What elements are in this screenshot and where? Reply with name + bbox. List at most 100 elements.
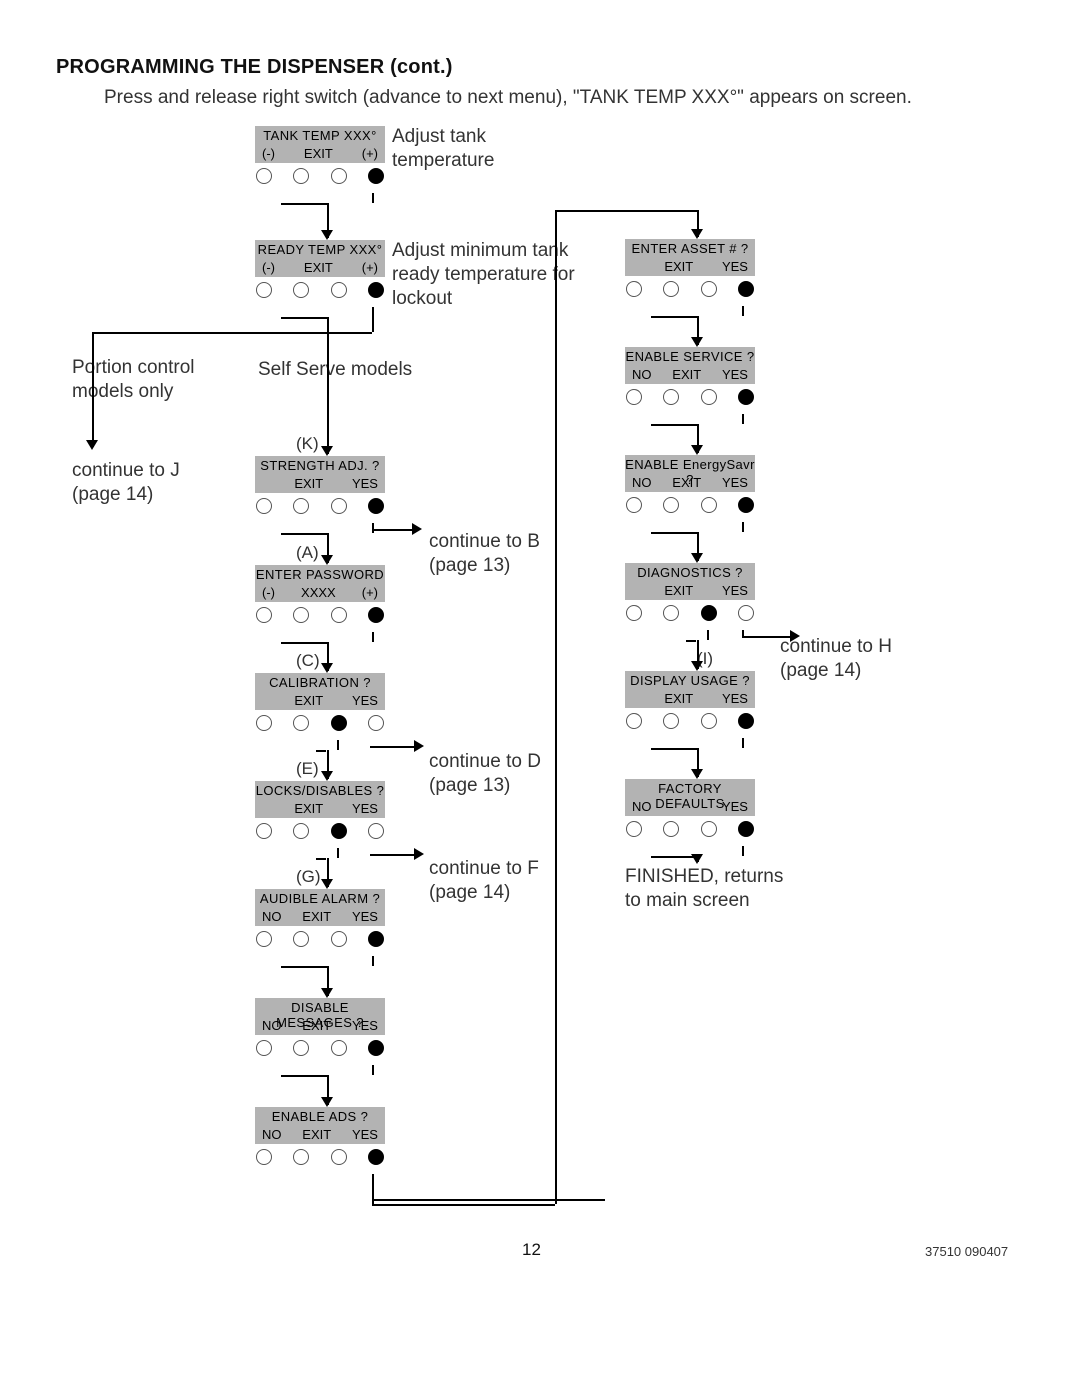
display-unit-strength: STRENGTH ADJ. ? EXITYES (255, 456, 385, 493)
display-options: EXITYES (625, 259, 755, 274)
flow-step-letter: (E) (296, 759, 319, 779)
display-button-4[interactable] (738, 821, 754, 837)
display-button-3[interactable] (331, 168, 347, 184)
display-button-1[interactable] (256, 498, 272, 514)
display-button-3[interactable] (331, 1040, 347, 1056)
description-text: FINISHED, returnsto main screen (625, 865, 783, 913)
display-button-3[interactable] (331, 715, 347, 731)
display-button-2[interactable] (663, 605, 679, 621)
display-button-1[interactable] (626, 605, 642, 621)
display-button-1[interactable] (626, 389, 642, 405)
display-button-2[interactable] (663, 497, 679, 513)
flow-step-letter: (C) (296, 651, 320, 671)
display-button-1[interactable] (256, 931, 272, 947)
display-button-2[interactable] (293, 498, 309, 514)
display-button-2[interactable] (293, 1040, 309, 1056)
display-button-2[interactable] (293, 1149, 309, 1165)
display-button-2[interactable] (663, 281, 679, 297)
display-button-1[interactable] (626, 497, 642, 513)
display-line1: ENTER PASSWORD (255, 567, 385, 582)
display-button-2[interactable] (663, 389, 679, 405)
display-button-4[interactable] (368, 498, 384, 514)
display-button-2[interactable] (663, 821, 679, 837)
display-unit-usage: DISPLAY USAGE ? EXITYES (625, 671, 755, 708)
display-unit-ready-temp: READY TEMP XXX°(-)EXIT(+) (255, 240, 385, 277)
display-button-4[interactable] (738, 389, 754, 405)
display-line1: CALIBRATION ? (255, 675, 385, 690)
description-text: Adjust minimum tankready temperature for… (392, 239, 575, 310)
display-button-4[interactable] (738, 713, 754, 729)
display-line1: DIAGNOSTICS ? (625, 565, 755, 580)
display-button-1[interactable] (256, 1149, 272, 1165)
display-line1: STRENGTH ADJ. ? (255, 458, 385, 473)
display-button-4[interactable] (368, 607, 384, 623)
display-button-4[interactable] (368, 1149, 384, 1165)
display-unit-factory: FACTORY DEFAULTSNO YES (625, 779, 755, 816)
display-button-4[interactable] (368, 168, 384, 184)
display-button-3[interactable] (331, 931, 347, 947)
page-title: PROGRAMMING THE DISPENSER (cont.) (56, 56, 453, 79)
display-options: NOEXITYES (625, 367, 755, 382)
display-button-1[interactable] (626, 821, 642, 837)
display-button-1[interactable] (256, 607, 272, 623)
display-button-3[interactable] (701, 821, 717, 837)
description-text: Adjust tanktemperature (392, 125, 494, 173)
display-button-3[interactable] (331, 282, 347, 298)
display-button-1[interactable] (626, 713, 642, 729)
display-button-1[interactable] (256, 168, 272, 184)
display-button-1[interactable] (626, 281, 642, 297)
display-button-4[interactable] (368, 823, 384, 839)
description-text: continue to H(page 14) (780, 635, 892, 683)
display-button-2[interactable] (293, 823, 309, 839)
display-button-2[interactable] (293, 607, 309, 623)
display-line1: ENABLE ADS ? (255, 1109, 385, 1124)
display-button-3[interactable] (701, 281, 717, 297)
display-options: EXITYES (625, 583, 755, 598)
display-button-2[interactable] (663, 713, 679, 729)
display-options: EXITYES (625, 691, 755, 706)
display-unit-asset: ENTER ASSET # ? EXITYES (625, 239, 755, 276)
display-button-1[interactable] (256, 1040, 272, 1056)
display-button-3[interactable] (701, 497, 717, 513)
display-button-1[interactable] (256, 715, 272, 731)
display-button-4[interactable] (738, 497, 754, 513)
display-options: NOEXITYES (625, 475, 755, 490)
display-button-3[interactable] (701, 389, 717, 405)
display-line1: ENABLE SERVICE ? (625, 349, 755, 364)
display-button-3[interactable] (331, 823, 347, 839)
display-button-2[interactable] (293, 282, 309, 298)
display-options: (-)EXIT(+) (255, 146, 385, 161)
display-unit-alarm: AUDIBLE ALARM ?NOEXITYES (255, 889, 385, 926)
display-button-3[interactable] (331, 1149, 347, 1165)
display-button-4[interactable] (368, 282, 384, 298)
display-button-3[interactable] (701, 605, 717, 621)
display-button-2[interactable] (293, 715, 309, 731)
display-button-4[interactable] (738, 281, 754, 297)
display-unit-messages: DISABLE MESSAGES ?NOEXITYES (255, 998, 385, 1035)
display-line1: LOCKS/DISABLES ? (255, 783, 385, 798)
page-number: 12 (522, 1240, 541, 1260)
display-options: (-)XXXX(+) (255, 585, 385, 600)
display-options: EXITYES (255, 476, 385, 491)
display-unit-energysavr: ENABLE EnergySavr ?NOEXITYES (625, 455, 755, 492)
display-button-1[interactable] (256, 823, 272, 839)
display-button-4[interactable] (368, 1040, 384, 1056)
display-button-3[interactable] (331, 607, 347, 623)
display-options: EXITYES (255, 693, 385, 708)
display-options: NO YES (625, 799, 755, 814)
display-unit-tank-temp: TANK TEMP XXX°(-)EXIT(+) (255, 126, 385, 163)
footer-code: 37510 090407 (925, 1244, 1008, 1259)
display-button-1[interactable] (256, 282, 272, 298)
display-line1: AUDIBLE ALARM ? (255, 891, 385, 906)
description-text: continue to F(page 14) (429, 857, 539, 905)
display-button-4[interactable] (738, 605, 754, 621)
flow-step-letter: (G) (296, 867, 321, 887)
display-button-4[interactable] (368, 715, 384, 731)
display-button-2[interactable] (293, 168, 309, 184)
display-button-3[interactable] (331, 498, 347, 514)
display-button-2[interactable] (293, 931, 309, 947)
description-text: Portion controlmodels only (72, 356, 195, 404)
display-button-4[interactable] (368, 931, 384, 947)
display-unit-calibration: CALIBRATION ? EXITYES (255, 673, 385, 710)
display-button-3[interactable] (701, 713, 717, 729)
